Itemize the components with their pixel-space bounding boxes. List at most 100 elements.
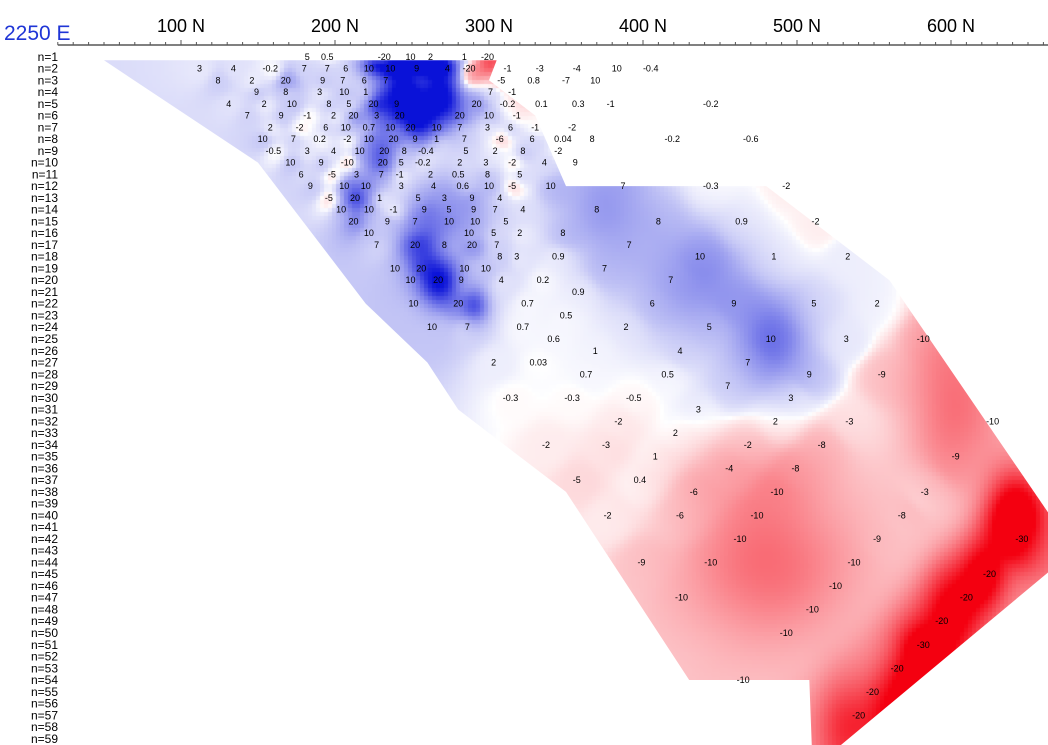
data-point-label: 10	[766, 334, 776, 344]
data-point-label: -2	[811, 216, 819, 226]
data-point-label: -7	[562, 75, 570, 85]
data-point-label: 10	[612, 64, 622, 74]
n-level-label: n=41	[31, 520, 58, 534]
data-point-label: 10	[385, 122, 395, 132]
data-point-label: 8	[402, 146, 407, 156]
data-point-label: 0.6	[457, 181, 470, 191]
data-point-label: 9	[279, 111, 284, 121]
data-point-label: 10	[432, 122, 442, 132]
n-level-label: n=6	[38, 109, 59, 123]
data-point-label: 10	[405, 52, 415, 62]
n-level-label: n=40	[31, 508, 58, 522]
data-point-label: 3	[197, 64, 202, 74]
data-point-label: 8	[442, 240, 447, 250]
data-point-label: 9	[471, 205, 476, 215]
data-point-label: 7	[374, 240, 379, 250]
data-point-label: 5	[707, 322, 712, 332]
data-point-label: 7	[291, 134, 296, 144]
x-tick-label: 600 N	[927, 16, 975, 36]
data-point-label: 0.7	[363, 122, 376, 132]
data-point-label: -10	[341, 158, 354, 168]
data-point-label: 9	[414, 64, 419, 74]
x-axis: 100 N 200 N 300 N 400 N 500 N 600 N	[57, 16, 1048, 46]
data-point-label: -5	[328, 169, 336, 179]
data-point-label: 20	[453, 299, 463, 309]
data-point-label: 0.7	[517, 322, 530, 332]
data-point-label: 3	[399, 181, 404, 191]
data-point-label: 7	[620, 181, 625, 191]
data-point-label: 5	[446, 205, 451, 215]
data-point-label: 20	[379, 146, 389, 156]
n-level-labels: n=1n=2n=3n=4n=5n=6n=7n=8n=9n=10n=11n=12n…	[31, 50, 58, 745]
data-point-label: 20	[350, 193, 360, 203]
data-point-label: 0.8	[527, 75, 540, 85]
data-point-label: 10	[364, 134, 374, 144]
data-point-label: 3	[485, 122, 490, 132]
data-point-label: 3	[442, 193, 447, 203]
data-point-label: -20	[481, 52, 494, 62]
data-point-label: 2	[673, 428, 678, 438]
n-level-label: n=38	[31, 485, 58, 499]
data-point-label: 7	[383, 75, 388, 85]
data-point-label: 9	[319, 158, 324, 168]
data-point-label: 10	[470, 216, 480, 226]
data-point-label: -6	[496, 134, 504, 144]
data-point-label: 5	[463, 146, 468, 156]
data-point-label: 0.4	[634, 475, 647, 485]
data-point-label: 0.7	[580, 369, 593, 379]
data-point-label: 0.2	[313, 134, 326, 144]
data-point-label: -9	[952, 452, 960, 462]
line-title: 2250 E	[4, 22, 71, 45]
data-point-label: 10	[390, 263, 400, 273]
data-point-label: 5	[399, 158, 404, 168]
data-point-label: -4	[573, 64, 581, 74]
n-level-label: n=47	[31, 591, 58, 605]
data-point-label: 20	[410, 240, 420, 250]
n-level-label: n=10	[31, 156, 58, 170]
data-point-label: 20	[472, 99, 482, 109]
data-point-label: 3	[514, 252, 519, 262]
data-point-label: -1	[508, 87, 516, 97]
n-level-label: n=28	[31, 367, 58, 381]
data-point-label: -10	[770, 487, 783, 497]
data-point-label: 7	[302, 64, 307, 74]
x-tick-label: 500 N	[773, 16, 821, 36]
n-level-label: n=22	[31, 297, 58, 311]
data-point-label: -2	[604, 510, 612, 520]
data-point-label: 7	[745, 358, 750, 368]
data-point-label: 2	[262, 99, 267, 109]
data-point-label: 20	[395, 111, 405, 121]
data-point-label: 6	[343, 64, 348, 74]
data-point-label: 10	[341, 122, 351, 132]
data-point-label: 9	[807, 369, 812, 379]
data-point-label: 7	[340, 75, 345, 85]
data-point-label: -10	[829, 581, 842, 591]
data-point-label: 20	[348, 216, 358, 226]
data-point-label: -10	[704, 557, 717, 567]
data-point-label: 9	[470, 193, 475, 203]
data-point-label: 0.6	[547, 334, 560, 344]
data-point-label: -8	[898, 510, 906, 520]
n-level-label: n=13	[31, 191, 58, 205]
data-point-label: 7	[457, 122, 462, 132]
data-point-label: 10	[355, 146, 365, 156]
data-point-label: -10	[986, 416, 999, 426]
data-point-label: 8	[590, 134, 595, 144]
data-point-label: -0.2	[665, 134, 681, 144]
data-point-label: 7	[488, 87, 493, 97]
n-level-label: n=32	[31, 414, 58, 428]
n-level-label: n=51	[31, 638, 58, 652]
n-level-label: n=33	[31, 426, 58, 440]
data-point-label: 9	[320, 75, 325, 85]
data-point-label: 7	[602, 263, 607, 273]
n-level-label: n=56	[31, 697, 58, 711]
data-point-label: 9	[459, 275, 464, 285]
n-level-label: n=14	[31, 203, 58, 217]
data-point-label: -5	[497, 75, 505, 85]
n-level-label: n=27	[31, 356, 58, 370]
data-point-label: 2	[517, 228, 522, 238]
data-point-label: -2	[542, 440, 550, 450]
n-level-label: n=4	[38, 85, 59, 99]
